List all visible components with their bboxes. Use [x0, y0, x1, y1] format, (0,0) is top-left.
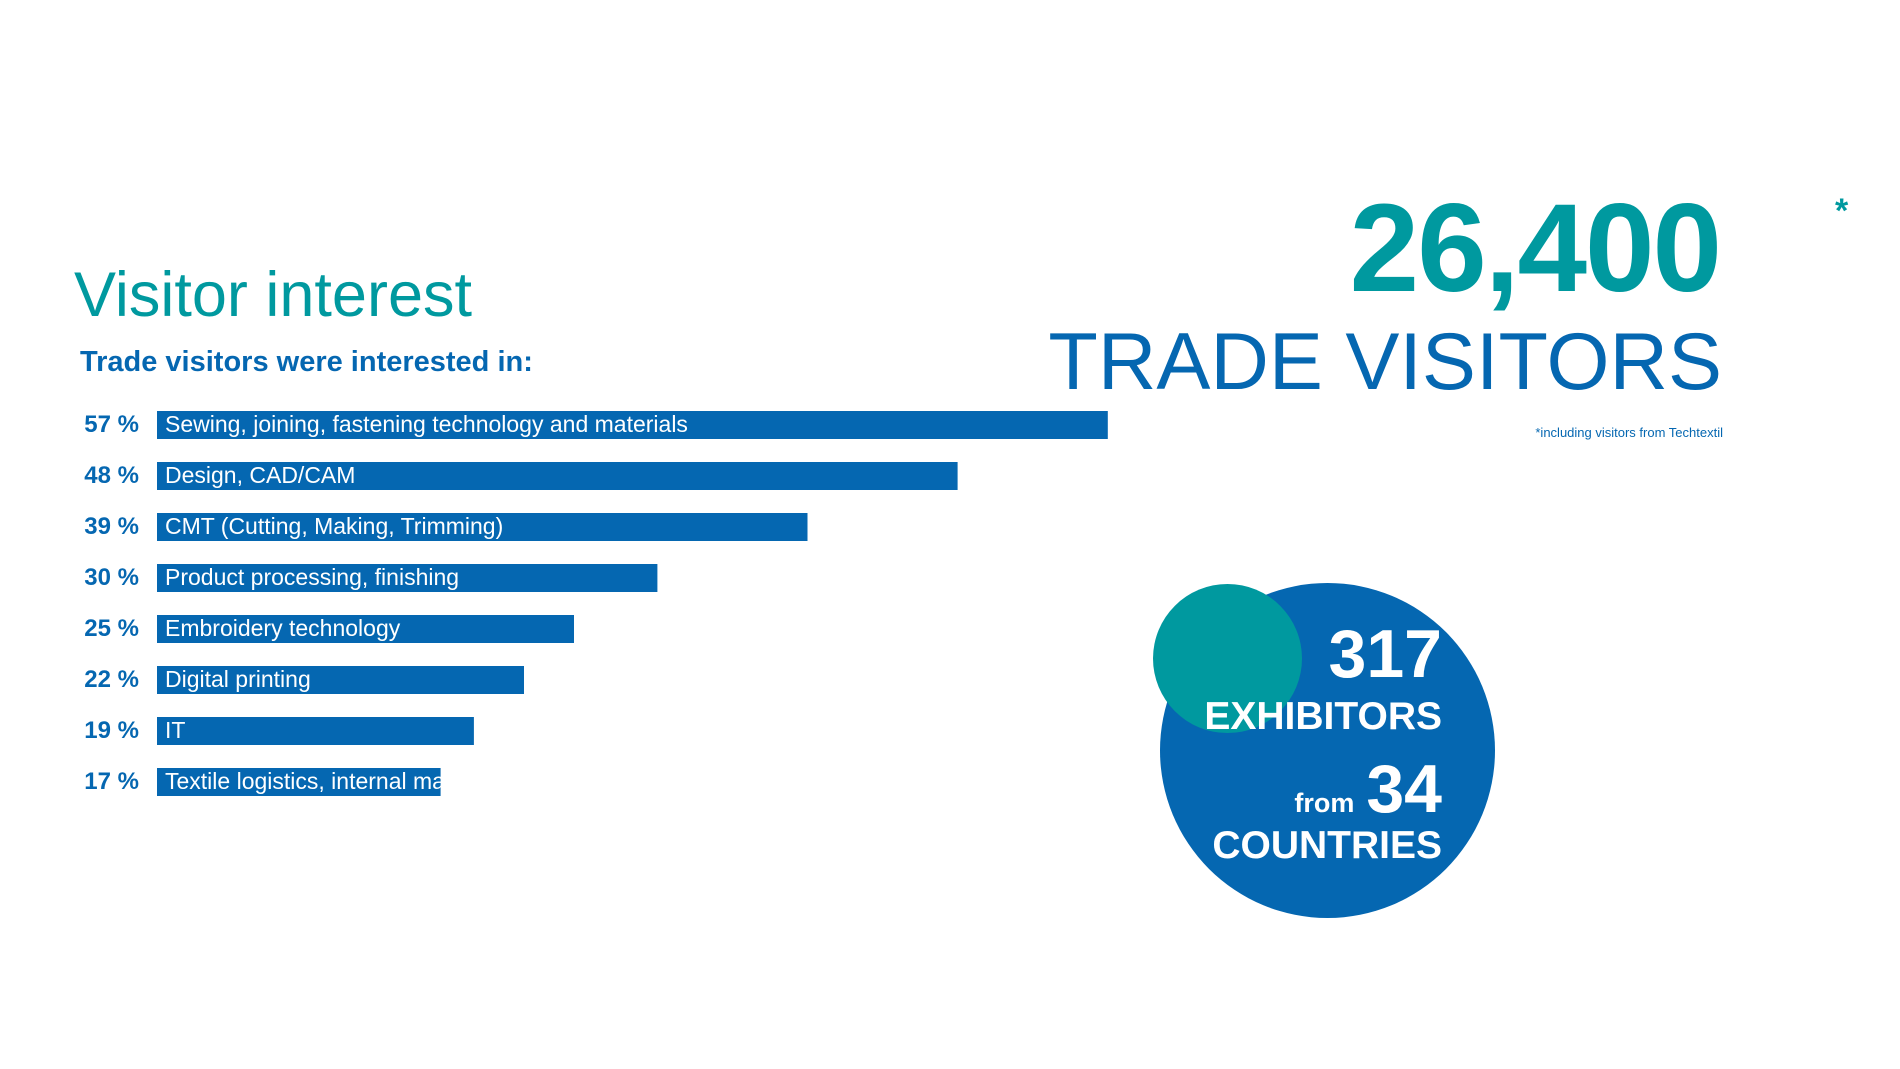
bar-category-label: CMT (Cutting, Making, Trimming)	[165, 513, 503, 539]
bar	[157, 615, 574, 643]
bar-value-label: 39 %	[84, 513, 139, 540]
bar-value-label: 19 %	[84, 717, 139, 744]
bar-category-label: Design, CAD/CAM	[165, 462, 355, 488]
exhibitors-label: EXHIBITORS	[1204, 695, 1442, 738]
bar	[157, 564, 658, 592]
bar	[157, 666, 524, 694]
trade-visitors-label: TRADE VISITORS	[1048, 317, 1722, 407]
bar	[157, 462, 958, 490]
bar-value-label: 57 %	[84, 411, 139, 438]
chart-title: Visitor interest	[74, 260, 472, 330]
countries-label: COUNTRIES	[1212, 824, 1442, 867]
bar-value-label: 48 %	[84, 462, 139, 489]
exhibitors-number: 317	[1328, 616, 1442, 692]
bar-value-label: 22 %	[84, 666, 139, 693]
countries-number: 34	[1366, 751, 1442, 827]
bar-value-label: 17 %	[84, 768, 139, 795]
bar	[157, 411, 1108, 439]
bar-category-label: Sewing, joining, fastening technology an…	[165, 411, 688, 437]
trade-visitors-number: 26,400	[1349, 179, 1722, 318]
countries-from-label: from	[1294, 788, 1355, 818]
visitor-interest-bar-chart: 57 % Sewing, joining, fastening technolog…	[84, 411, 1108, 796]
bar-value-label: 30 %	[84, 564, 139, 591]
bar	[157, 717, 474, 745]
bar	[157, 768, 441, 796]
footnote-marker: *	[1835, 192, 1849, 230]
bar-category-label: Product processing, finishing	[165, 564, 459, 590]
bar-category-label: Embroidery technology	[165, 615, 401, 641]
chart-subtitle: Trade visitors were interested in:	[80, 346, 533, 378]
footnote-text: *including visitors from Techtextil	[1535, 425, 1723, 440]
bar-category-label: Digital printing	[165, 666, 311, 692]
bar-value-label: 25 %	[84, 615, 139, 642]
bar-category-label: Textile logistics, internal material flo…	[165, 768, 542, 794]
bar	[157, 513, 808, 541]
accent-circle	[1153, 584, 1302, 733]
countries-row: from 34	[1294, 755, 1442, 823]
bar-category-label: IT	[165, 717, 185, 743]
